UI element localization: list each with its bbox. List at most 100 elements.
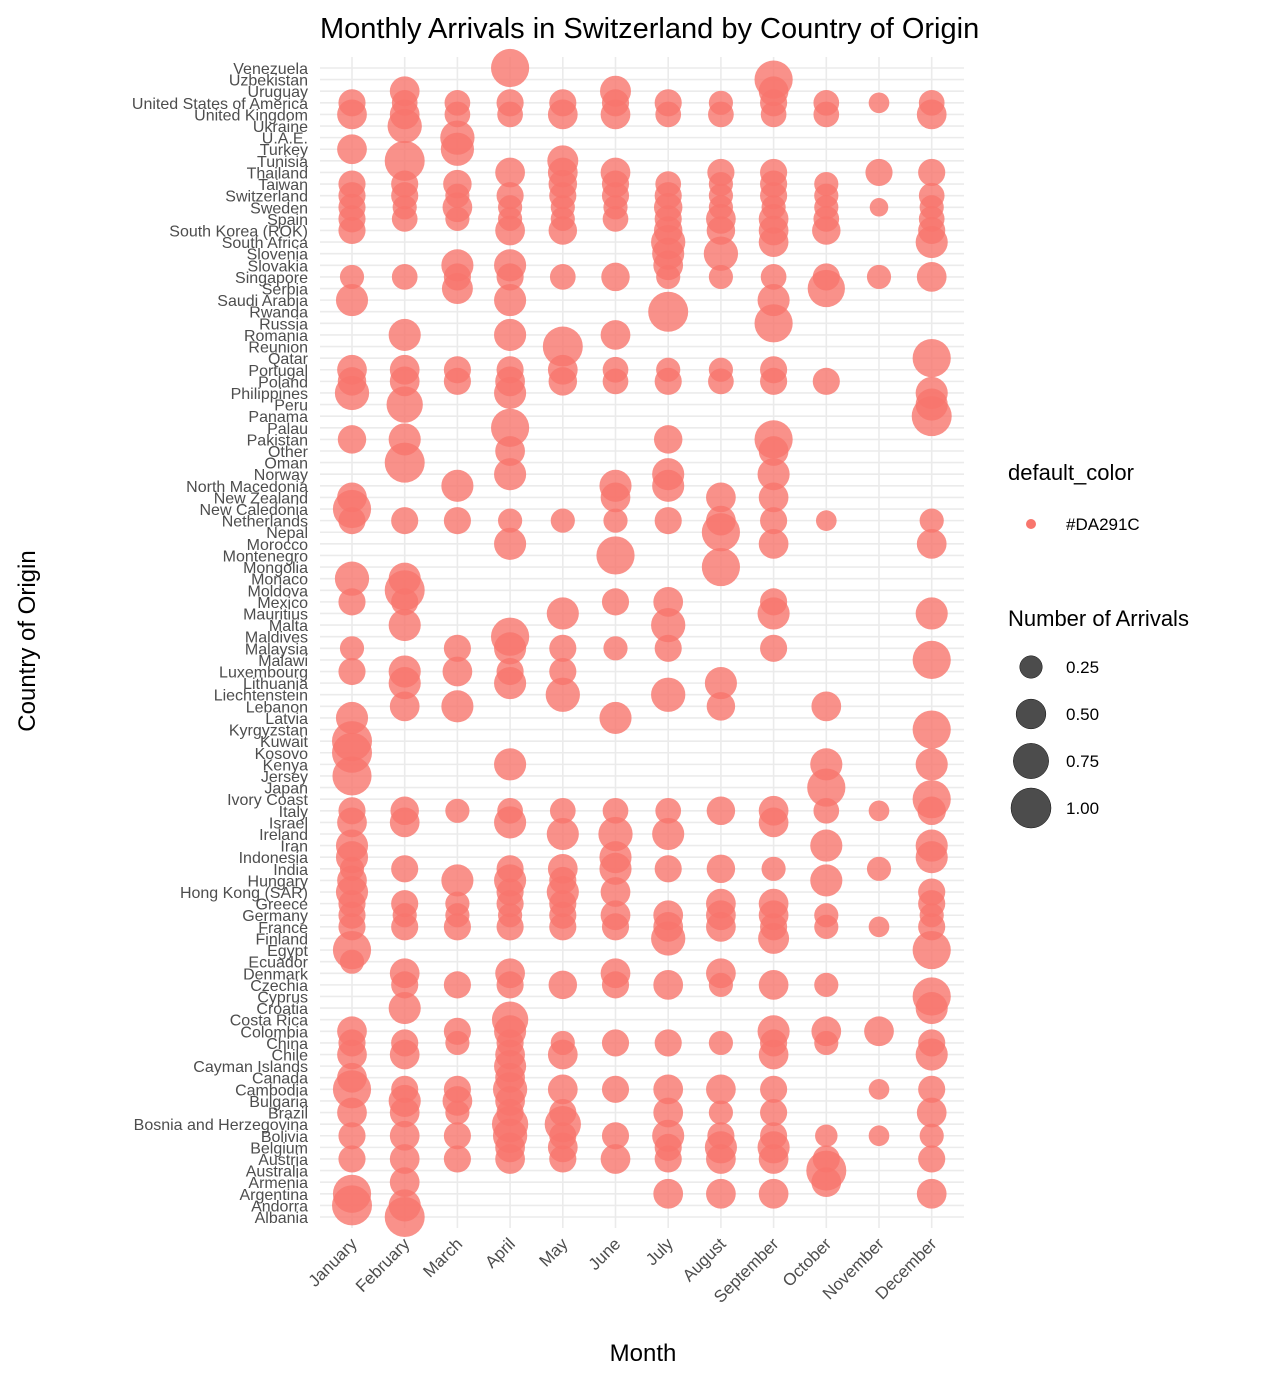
y-tick-north-macedonia: North Macedonia: [186, 479, 308, 496]
point-italy-march: [445, 798, 470, 823]
point-netherlands-december: [919, 508, 944, 533]
point-liechtenstein-may: [545, 677, 580, 712]
point-u-a-e-march: [440, 120, 475, 155]
point-netherlands-april: [498, 508, 523, 533]
y-tick-lithuania: Lithuania: [243, 676, 308, 693]
legend-size-label-1: 0.50: [1066, 705, 1099, 724]
point-ivory-coast-december: [912, 780, 951, 819]
point-new-zealand-january: [337, 482, 367, 513]
y-tick-morocco: Morocco: [247, 537, 308, 554]
point-india-august: [706, 854, 736, 884]
point-italy-may: [549, 797, 576, 824]
legend-color-title: default_color: [1008, 460, 1134, 485]
point-monaco-february: [388, 562, 421, 595]
point-brazil-may: [549, 1098, 577, 1127]
y-tick-lebanon: Lebanon: [246, 699, 308, 716]
point-canada-january: [337, 1062, 367, 1093]
point-luxembourg-march: [442, 656, 473, 687]
point-portugal-september: [760, 356, 788, 384]
point-lebanon-august: [706, 692, 736, 721]
y-tick-india: India: [273, 862, 308, 879]
point-poland-october: [812, 367, 840, 395]
point-slovakia-april: [494, 249, 527, 282]
point-slovenia-august: [703, 236, 739, 271]
point-mexico-june: [601, 588, 630, 616]
y-tick-hungary: Hungary: [248, 873, 308, 890]
point-argentina-july: [653, 1178, 684, 1209]
point-bolivia-august: [707, 1122, 735, 1150]
point-oman-february: [384, 442, 425, 483]
y-tick-montenegro: Montenegro: [223, 548, 308, 565]
point-bolivia-january: [338, 1122, 366, 1150]
chart-title: Monthly Arrivals in Switzerland by Count…: [320, 13, 979, 45]
point-bolivia-june: [601, 1122, 630, 1150]
y-tick-thailand: Thailand: [247, 165, 308, 182]
y-tick-luxembourg: Luxembourg: [219, 665, 308, 682]
point-kenya-april: [494, 748, 527, 781]
point-italy-february: [390, 796, 419, 826]
y-tick-canada: Canada: [252, 1071, 308, 1088]
y-tick-oman: Oman: [264, 456, 308, 473]
point-taiwan-october: [814, 171, 839, 197]
y-tick-singapore: Singapore: [235, 270, 308, 287]
point-china-february: [391, 1029, 419, 1057]
point-cambodia-december: [918, 1075, 946, 1103]
point-thailand-september: [760, 158, 788, 187]
y-tick-colombia: Colombia: [240, 1024, 308, 1041]
point-romania-april: [494, 318, 527, 351]
point-hong-kong-sar-june: [600, 877, 631, 907]
point-qatar-december: [912, 339, 951, 378]
point-lebanon-march: [441, 690, 474, 723]
point-new-zealand-august: [706, 482, 736, 513]
y-tick-finland: Finland: [256, 931, 308, 948]
point-austria-june: [600, 1144, 631, 1174]
point-russia-september: [754, 304, 793, 343]
point-kenya-october: [810, 748, 843, 781]
y-tick-egypt: Egypt: [267, 943, 308, 960]
point-argentina-september: [758, 1178, 789, 1209]
y-tick-czechia: Czechia: [250, 978, 308, 995]
y-tick-panama: Panama: [248, 409, 308, 426]
y-tick-italy: Italy: [279, 804, 308, 821]
y-axis-tick-labels: AlbaniaAndorraArgentinaArmeniaAustraliaA…: [132, 61, 309, 1227]
y-tick-bulgaria: Bulgaria: [249, 1094, 308, 1111]
point-czechia-september: [758, 970, 789, 1000]
legend-size-key-1: [1015, 698, 1047, 730]
point-united-states-of-america-november: [868, 92, 890, 114]
point-china-december: [918, 1029, 946, 1057]
y-tick-greece: Greece: [256, 897, 309, 914]
y-tick-slovakia: Slovakia: [248, 258, 309, 275]
point-luxembourg-april: [496, 657, 524, 686]
point-maldives-april: [491, 617, 530, 656]
y-tick-germany: Germany: [242, 908, 308, 925]
point-romania-june: [600, 320, 631, 350]
point-luxembourg-may: [549, 657, 577, 686]
legend-size-key-3: [1010, 787, 1052, 829]
y-tick-moldova: Moldova: [248, 583, 309, 600]
y-tick-malta: Malta: [269, 618, 308, 635]
point-netherlands-may: [550, 508, 575, 533]
point-greece-march: [445, 891, 470, 916]
point-portugal-january: [337, 354, 367, 385]
point-mexico-july: [653, 587, 684, 617]
point-italy-august: [706, 796, 736, 826]
point-switzerland-december: [918, 182, 945, 209]
point-singapore-january: [339, 264, 365, 289]
point-netherlands-march: [443, 507, 471, 535]
y-tick-south-africa: South Africa: [222, 235, 308, 252]
point-singapore-may: [549, 264, 576, 290]
point-tunisia-february: [384, 140, 425, 181]
y-tick-qatar: Qatar: [268, 351, 309, 368]
y-tick-norway: Norway: [254, 467, 308, 484]
y-tick-argentina: Argentina: [240, 1187, 309, 1204]
point-new-zealand-september: [758, 482, 789, 513]
y-tick-austria: Austria: [258, 1152, 308, 1169]
point-singapore-august: [708, 264, 733, 289]
y-tick-switzerland: Switzerland: [225, 189, 308, 206]
point-hong-kong-sar-december: [918, 878, 946, 906]
y-tick-poland: Poland: [258, 374, 308, 391]
point-sweden-november: [869, 197, 889, 217]
y-tick-new-caledonia: New Caledonia: [199, 502, 308, 519]
legend-color-label: #DA291C: [1066, 515, 1140, 534]
point-united-states-of-america-march: [444, 89, 471, 116]
